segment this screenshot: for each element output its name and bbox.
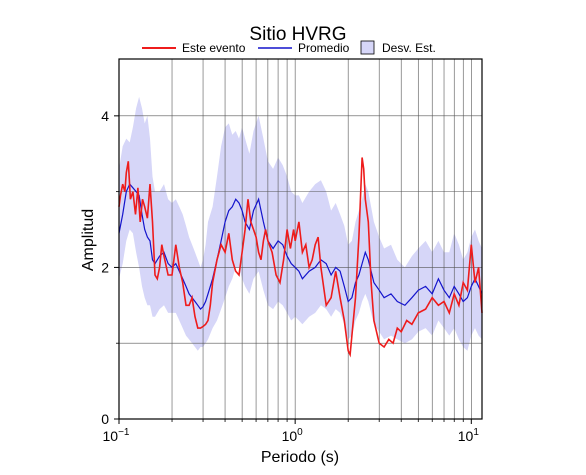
y-tick-label: 4: [101, 108, 109, 124]
y-tick-label: 0: [101, 411, 109, 427]
plot-frame: [118, 58, 483, 420]
x-tick-label: 101: [458, 427, 480, 444]
x-axis-title: Periodo (s): [261, 449, 339, 466]
y-axis-title: Amplitud: [80, 209, 97, 271]
legend: Este evento Promedio Desv. Est.: [142, 40, 436, 55]
y-tick-label: 2: [101, 259, 109, 275]
legend-swatch-band: [360, 40, 375, 55]
legend-label-mean: Promedio: [298, 41, 350, 55]
legend-label-event: Este evento: [182, 41, 246, 55]
x-tick-label: 10−1: [103, 427, 130, 444]
series-line-event: [118, 157, 483, 358]
legend-label-band: Desv. Est.: [382, 41, 436, 55]
x-tick-label-exponent: 0: [297, 427, 303, 438]
series-line-mean: [118, 182, 483, 311]
std-dev-band: [119, 96, 482, 351]
x-tick-label: 100: [282, 427, 304, 444]
x-tick-label-exponent: −1: [118, 427, 130, 438]
chart-title: Sitio HVRG: [249, 24, 346, 45]
x-tick-label-exponent: 1: [473, 427, 479, 438]
grid-lines: [119, 59, 482, 419]
